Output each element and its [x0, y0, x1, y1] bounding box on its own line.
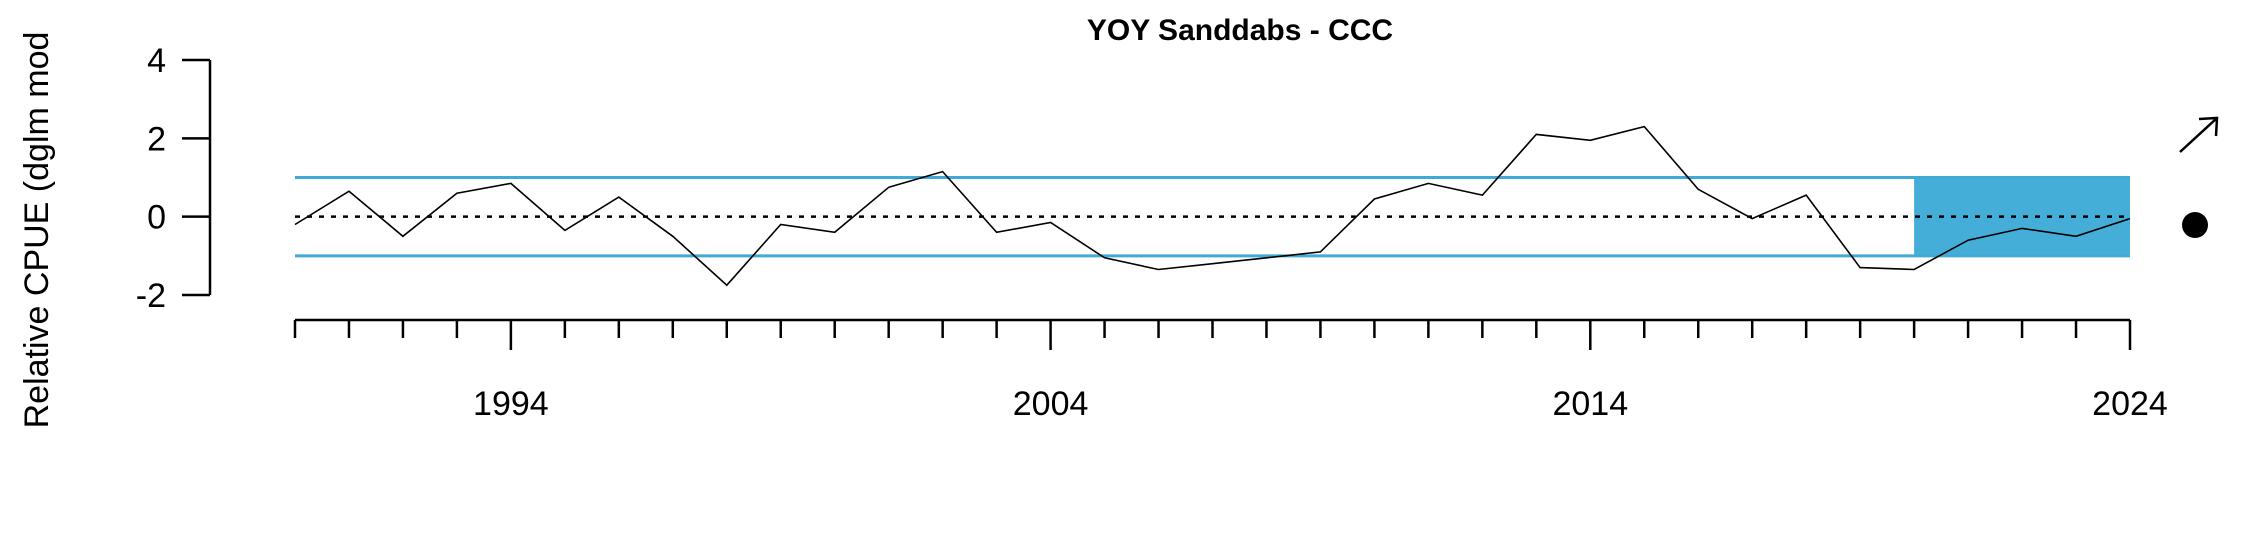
recent-window-highlight: [1914, 177, 2130, 256]
y-tick-label: 2: [147, 120, 166, 158]
series-line: [294, 125, 2131, 287]
y-axis-label: Relative CPUE (dglm mod: [18, 32, 56, 429]
x-tick-label: 2004: [1013, 385, 1089, 423]
x-tick-label: 2024: [2092, 385, 2168, 423]
x-tick-label: 1994: [473, 385, 549, 423]
arrow-up-right-icon: [2179, 117, 2218, 153]
plot-area: -2 0 2 4 1994 2004 2014 2024: [136, 42, 2219, 423]
x-tick-label: 2014: [1552, 385, 1628, 423]
dot-icon: [2182, 212, 2208, 238]
y-tick-label: 0: [147, 199, 166, 237]
chart-title: YOY Sanddabs - CCC: [1087, 14, 1393, 47]
y-tick-label: 4: [147, 42, 166, 80]
arrow-head-icon: [2198, 116, 2219, 137]
y-tick-label: -2: [136, 277, 166, 315]
